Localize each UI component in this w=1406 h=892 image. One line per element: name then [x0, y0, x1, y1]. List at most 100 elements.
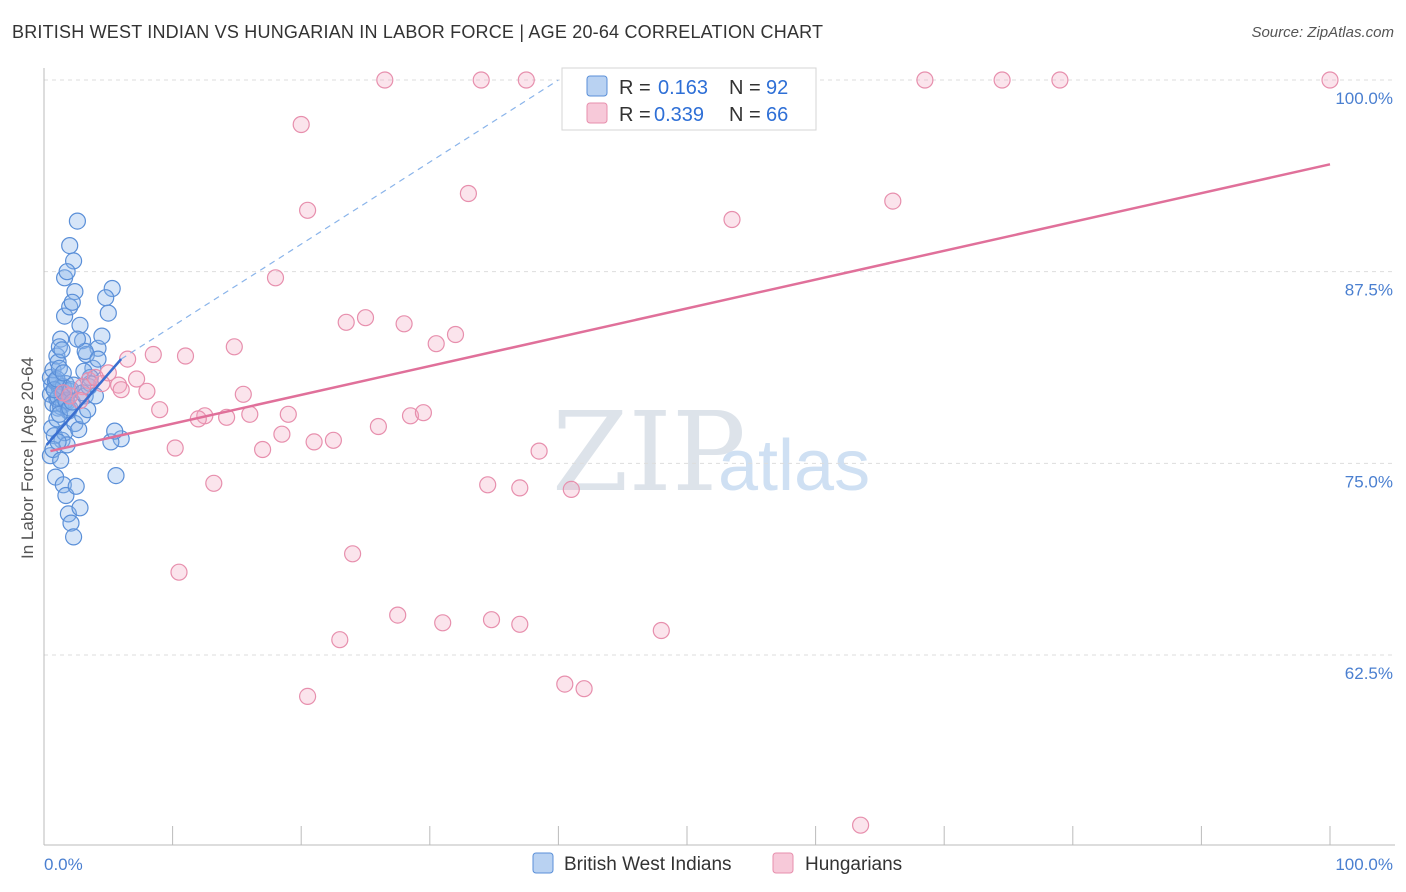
hun-point-13 — [337, 313, 355, 331]
hun-point-3 — [916, 71, 934, 89]
series-british-west-indians — [41, 212, 130, 546]
hun-point-48 — [61, 387, 79, 405]
zipatlas-watermark: ZIP atlas — [552, 388, 870, 516]
hun-point-57 — [331, 631, 349, 649]
bwi-point-54 — [99, 304, 117, 322]
bwi-point-71 — [66, 283, 84, 301]
hun-point-30 — [305, 433, 323, 451]
legend-r-label-1: R = — [619, 77, 651, 99]
hun-point-7 — [292, 115, 310, 134]
bwi-point-61 — [61, 298, 79, 316]
series-legend: British West Indians Hungarians — [532, 852, 902, 875]
legend-n-label-1: N = — [729, 77, 761, 99]
hun-point-59 — [299, 687, 317, 706]
y-tick-label-1: 87.5% — [1345, 281, 1393, 300]
hun-point-2 — [517, 71, 535, 89]
hungarians-trend-line — [50, 163, 1331, 453]
bwi-point-79 — [63, 293, 81, 311]
hun-point-17 — [176, 347, 195, 365]
hun-point-52 — [254, 440, 272, 459]
bwi-point-56 — [107, 467, 125, 485]
hun-point-32 — [369, 417, 387, 436]
legend-label-hungarians: Hungarians — [805, 854, 902, 875]
hun-point-8 — [459, 184, 477, 203]
hun-point-60 — [652, 621, 670, 640]
bwi-point-40 — [52, 451, 70, 469]
bwi-point-47 — [70, 421, 88, 439]
legend-swatch-pink — [586, 102, 608, 124]
hun-point-43 — [86, 368, 105, 387]
hun-point-25 — [128, 370, 146, 388]
hun-point-14 — [356, 309, 375, 327]
x-tick-labels: 0.0% 100.0% — [44, 855, 1393, 874]
hun-point-19 — [144, 345, 162, 364]
hun-point-31 — [324, 431, 342, 449]
hun-point-65 — [446, 325, 465, 344]
hun-point-45 — [138, 382, 156, 400]
watermark-atlas: atlas — [718, 426, 870, 506]
watermark-zip: ZIP — [552, 388, 746, 516]
hun-point-23 — [73, 378, 92, 396]
hun-point-44 — [109, 376, 128, 394]
bwi-trend-line — [45, 358, 123, 446]
bwi-point-72 — [71, 316, 89, 334]
hun-point-9 — [299, 201, 317, 219]
hun-point-46 — [71, 391, 89, 410]
bwi-point-78 — [58, 263, 76, 281]
bwi-point-28 — [48, 410, 66, 428]
hun-point-16 — [225, 338, 243, 356]
bwi-point-29 — [50, 405, 69, 423]
legend-swatch-british-west-indians — [532, 852, 554, 874]
bwi-point-86 — [97, 289, 115, 307]
hun-point-58 — [556, 675, 574, 693]
hun-point-37 — [530, 442, 548, 460]
hun-point-33 — [401, 407, 420, 425]
bwi-point-83 — [48, 370, 66, 388]
bwi-point-55 — [103, 279, 121, 298]
hun-point-5 — [1051, 71, 1069, 89]
y-tick-label-2: 75.0% — [1345, 472, 1393, 491]
bwi-point-60 — [55, 307, 74, 325]
hun-point-54 — [389, 606, 407, 624]
hun-point-49 — [112, 381, 130, 399]
hun-point-34 — [414, 404, 432, 422]
legend-n-value-1: 92 — [766, 77, 788, 99]
bwi-point-85 — [54, 364, 72, 382]
bwi-point-44 — [62, 514, 80, 532]
axes — [43, 68, 1395, 846]
bwi-point-89 — [71, 499, 89, 517]
hun-point-64 — [395, 315, 413, 333]
legend-n-label-2: N = — [729, 104, 761, 126]
legend-swatch-hungarians — [772, 852, 794, 874]
chart-title: BRITISH WEST INDIAN VS HUNGARIAN IN LABO… — [12, 22, 824, 42]
hun-point-15 — [427, 335, 445, 353]
legend-r-value-1: 0.163 — [658, 77, 708, 99]
hun-point-39 — [170, 563, 188, 581]
data-points — [41, 71, 1339, 834]
hun-point-0 — [376, 71, 394, 89]
hun-point-38 — [562, 480, 580, 498]
hun-point-6 — [1321, 71, 1339, 89]
y-tick-label-0: 100.0% — [1335, 89, 1393, 108]
hun-point-12 — [266, 269, 285, 287]
bwi-point-77 — [53, 341, 71, 359]
hun-point-27 — [234, 385, 252, 403]
hun-point-56 — [482, 611, 501, 629]
hun-point-10 — [723, 210, 741, 229]
legend-label-british-west-indians: British West Indians — [564, 854, 732, 875]
hun-point-36 — [511, 479, 529, 497]
hun-point-50 — [151, 401, 169, 419]
hun-point-51 — [205, 474, 223, 492]
gridlines — [44, 79, 1395, 656]
bwi-point-82 — [45, 381, 63, 399]
hun-point-4 — [993, 71, 1011, 89]
stats-legend: R = 0.163 N = 92 R = 0.339 N = 66 — [561, 67, 817, 131]
bwi-point-53 — [93, 327, 111, 345]
bwi-point-70 — [61, 237, 79, 255]
y-tick-labels: 100.0% 87.5% 75.0% 62.5% — [1335, 89, 1393, 683]
hun-point-53 — [344, 545, 362, 563]
bwi-point-73 — [76, 342, 94, 360]
hun-point-18 — [166, 439, 184, 457]
bwi-point-46 — [67, 477, 85, 495]
hun-point-63 — [851, 816, 870, 834]
